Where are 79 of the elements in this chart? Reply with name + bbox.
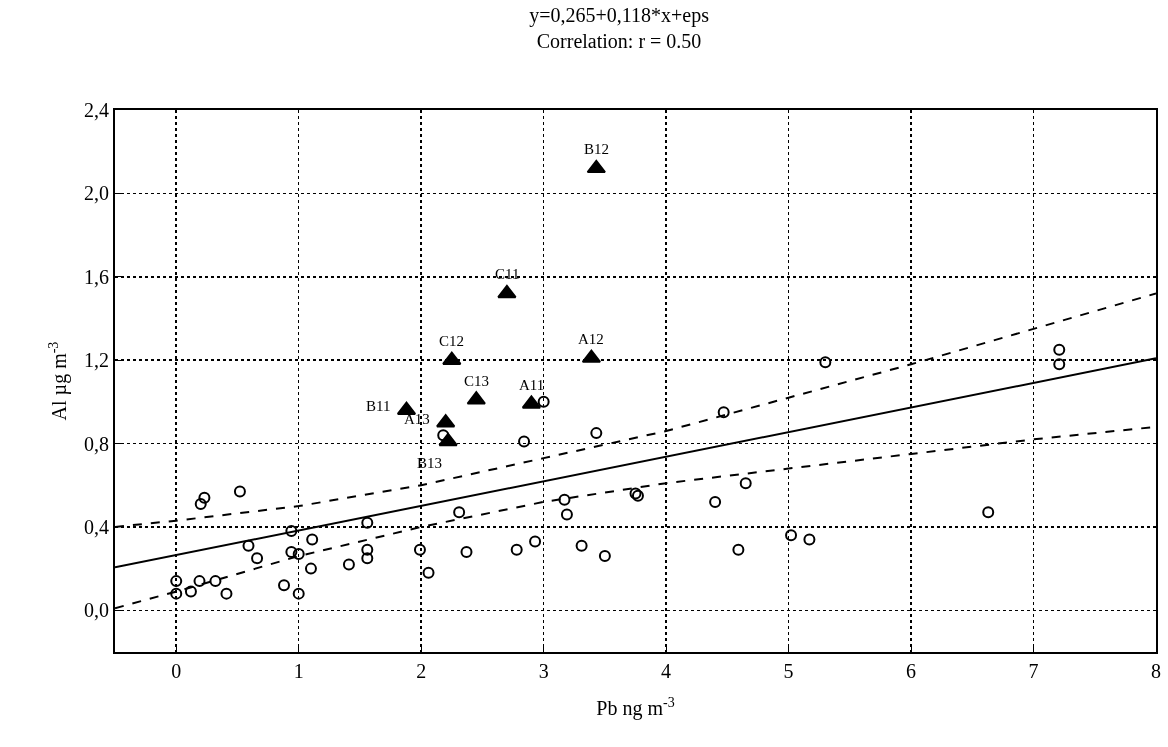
x-tick-label: 7: [1028, 660, 1039, 682]
point: [510, 543, 523, 556]
point: [460, 545, 473, 558]
point: [982, 506, 995, 519]
point: [233, 485, 246, 498]
point: [803, 533, 816, 546]
point: [442, 351, 462, 365]
point: [342, 558, 355, 571]
point: [785, 529, 798, 542]
point: [361, 552, 374, 565]
point: [1053, 343, 1066, 356]
point: [209, 575, 222, 588]
x-tick-label: 8: [1151, 660, 1161, 682]
point: [242, 539, 255, 552]
point: [739, 477, 752, 490]
point: [436, 414, 456, 428]
x-tick-label: 4: [661, 660, 672, 682]
point: [590, 427, 603, 440]
point: [413, 543, 426, 556]
y-tick-label: 2,4: [84, 99, 109, 121]
annotation: B13: [417, 455, 443, 471]
point: [292, 548, 305, 561]
x-tick-label: 0: [171, 660, 182, 682]
annotation: B12: [584, 141, 610, 157]
annotation: A11: [519, 377, 545, 393]
point: [170, 587, 183, 600]
point: [438, 432, 458, 447]
y-tick-label: 0,0: [84, 599, 109, 622]
point: [194, 497, 207, 510]
chart-title: y=0,265+0,118*x+eps: [529, 4, 710, 28]
point: [361, 543, 374, 556]
point: [1053, 358, 1066, 371]
point: [453, 506, 466, 519]
y-tick-label: 0,4: [84, 515, 109, 538]
annotation: A13: [404, 411, 430, 427]
point: [529, 535, 542, 548]
y-tick-label: 1,2: [84, 349, 109, 372]
point: [598, 550, 611, 563]
point: [193, 575, 206, 588]
point: [586, 159, 606, 174]
point: [466, 391, 486, 405]
x-tick-label: 1: [293, 660, 304, 682]
point: [560, 508, 573, 521]
point: [292, 587, 305, 600]
point: [184, 585, 197, 598]
x-tick-label: 5: [783, 660, 794, 682]
point: [198, 491, 211, 504]
point: [285, 525, 298, 538]
point: [220, 587, 233, 600]
point: [537, 395, 550, 408]
annotation: C12: [439, 333, 465, 349]
point: [304, 562, 317, 575]
point: [732, 543, 745, 556]
point: [285, 545, 298, 558]
point: [575, 539, 588, 552]
annotation: C11: [495, 266, 520, 282]
annotation: B11: [366, 398, 391, 414]
point: [306, 533, 319, 546]
y-tick-label: 0,8: [84, 432, 109, 455]
point: [709, 495, 722, 508]
annotation: A12: [578, 331, 604, 347]
point: [251, 552, 264, 565]
x-tick-label: 6: [906, 660, 917, 682]
annotation: C13: [464, 373, 490, 389]
x-tick-label: 2: [416, 660, 427, 682]
y-tick-label: 1,6: [84, 265, 109, 288]
point: [518, 435, 531, 448]
x-axis-title: Pb ng m$^{-3}$: [596, 694, 675, 720]
chart-subtitle: Correlation: r = 0.50: [536, 30, 702, 53]
point: [361, 516, 374, 529]
point: [497, 284, 517, 299]
point: [278, 579, 291, 592]
point: [170, 575, 183, 588]
point: [819, 356, 832, 369]
point: [717, 406, 730, 419]
point: [558, 493, 571, 506]
point: [422, 566, 435, 579]
y-tick-label: 2,0: [84, 182, 109, 205]
x-tick-label: 3: [538, 660, 549, 682]
